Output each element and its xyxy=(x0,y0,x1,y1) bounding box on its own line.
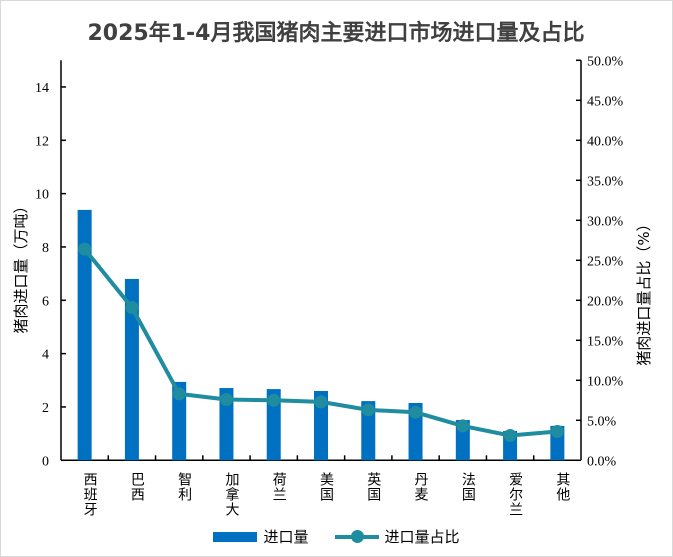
share-point-爱尔兰 xyxy=(503,429,517,442)
share-point-西班牙 xyxy=(78,242,92,256)
bar-巴西 xyxy=(124,278,139,461)
x-category-label: 英国 xyxy=(365,472,381,503)
x-category-label: 巴西 xyxy=(129,472,145,502)
x-category-label: 美国 xyxy=(318,472,334,502)
left-tick-label: 2 xyxy=(42,401,49,416)
left-tick-label: 8 xyxy=(42,241,49,256)
right-tick-label: 5.0% xyxy=(587,414,617,429)
legend-label-bar: 进口量 xyxy=(263,528,309,546)
legend: 进口量 进口量占比 xyxy=(1,526,672,547)
right-tick-label: 20.0% xyxy=(587,294,624,309)
share-point-美国 xyxy=(314,395,328,409)
bar-西班牙 xyxy=(77,209,92,461)
right-tick-label: 25.0% xyxy=(587,254,624,269)
left-tick-label: 10 xyxy=(35,188,49,203)
left-tick-label: 12 xyxy=(35,134,49,149)
share-point-丹麦 xyxy=(409,405,423,419)
x-category-label: 爱尔兰 xyxy=(507,472,523,517)
bar-英国 xyxy=(361,401,376,461)
chart-title: 2025年1-4月我国猪肉主要进口市场进口量及占比 xyxy=(87,21,585,46)
bar-加拿大 xyxy=(219,388,234,461)
x-category-label: 智利 xyxy=(176,472,192,502)
right-tick-label: 10.0% xyxy=(587,374,624,389)
right-tick-label: 45.0% xyxy=(587,94,624,109)
legend-bar-swatch xyxy=(213,531,258,542)
left-tick-label: 6 xyxy=(42,294,49,309)
x-category-label: 其他 xyxy=(554,472,570,502)
share-point-加拿大 xyxy=(219,393,233,406)
x-category-label: 法国 xyxy=(460,472,476,502)
x-category-label: 西班牙 xyxy=(82,472,98,517)
left-tick-label: 14 xyxy=(35,81,49,96)
x-category-label: 荷兰 xyxy=(271,472,287,502)
right-tick-label: 15.0% xyxy=(587,334,624,349)
share-point-智利 xyxy=(172,387,186,401)
bar-荷兰 xyxy=(266,389,281,461)
right-tick-label: 40.0% xyxy=(587,134,624,149)
share-point-荷兰 xyxy=(267,393,281,407)
legend-item-line: 进口量占比 xyxy=(334,526,460,547)
right-tick-label: 50.0% xyxy=(587,54,624,69)
left-axis-label: 猪肉进口量（万吨） xyxy=(12,198,30,333)
right-tick-label: 35.0% xyxy=(587,174,624,189)
legend-item-bar: 进口量 xyxy=(213,526,309,547)
left-tick-label: 4 xyxy=(42,348,49,363)
bar-美国 xyxy=(314,390,328,461)
bar-智利 xyxy=(172,381,187,461)
share-point-其他 xyxy=(550,425,564,438)
left-tick-label: 0 xyxy=(42,454,49,469)
right-tick-label: 0.0% xyxy=(587,454,617,469)
x-category-label: 丹麦 xyxy=(413,472,429,502)
legend-label-line: 进口量占比 xyxy=(384,528,460,546)
right-tick-label: 30.0% xyxy=(587,214,624,229)
share-point-法国 xyxy=(456,419,470,433)
x-category-label: 加拿大 xyxy=(223,472,239,517)
legend-line-swatch xyxy=(334,529,379,543)
share-point-巴西 xyxy=(125,301,139,314)
right-axis-label: 猪肉进口量占比（%） xyxy=(635,216,653,365)
share-point-英国 xyxy=(361,403,375,417)
